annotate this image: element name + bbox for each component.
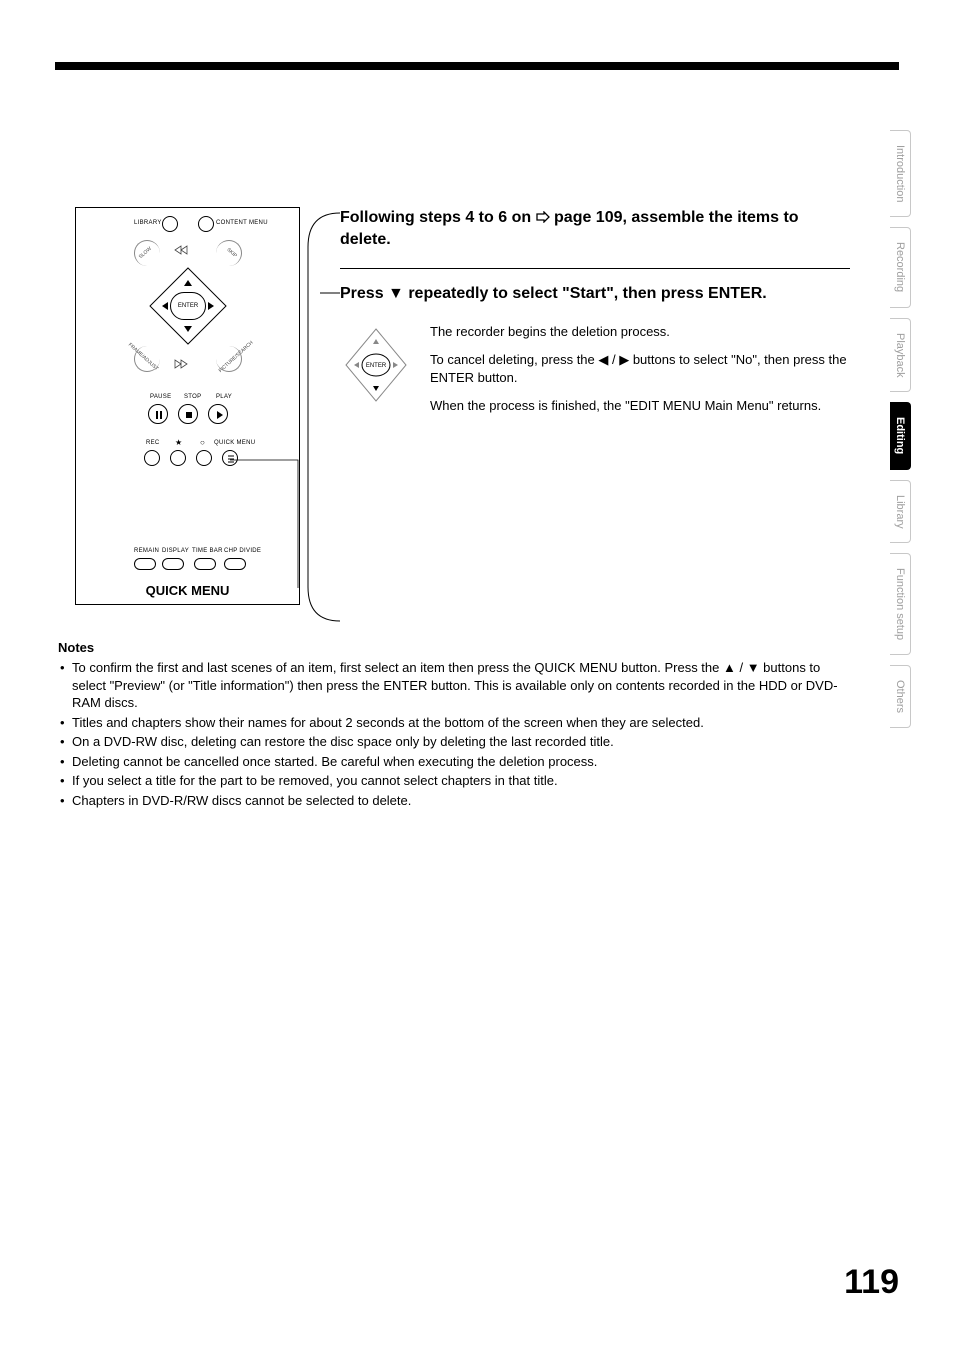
- notes-heading: Notes: [58, 640, 854, 655]
- arc-icon: [134, 346, 160, 372]
- button-play: [208, 404, 228, 424]
- note-item: Titles and chapters show their names for…: [58, 714, 854, 732]
- tab-playback: Playback: [890, 318, 911, 393]
- label-timebar: TIME BAR: [192, 548, 223, 554]
- arc-icon: [216, 346, 242, 372]
- side-tabs: Introduction Recording Playback Editing …: [890, 130, 914, 738]
- button-enter: ENTER: [170, 292, 206, 320]
- button-rec: [144, 450, 160, 466]
- note-item: On a DVD-RW disc, deleting can restore t…: [58, 733, 854, 751]
- remote-illustration: LIBRARY CONTENT MENU SLOW SKIP FRAME/ADJ…: [75, 207, 300, 605]
- step-1-heading: Following steps 4 to 6 on page 109, asse…: [340, 207, 850, 250]
- note-item: Deleting cannot be cancelled once starte…: [58, 753, 854, 771]
- step-2-body: The recorder begins the deletion process…: [430, 323, 850, 426]
- tab-function-setup: Function setup: [890, 553, 911, 655]
- note-item: To confirm the first and last scenes of …: [58, 659, 854, 712]
- circle-icon: ○: [200, 438, 205, 447]
- label-remain: REMAIN: [134, 548, 159, 554]
- button-library: [162, 216, 178, 232]
- skip-fwd-icon: [174, 358, 202, 370]
- header-bar: [55, 62, 899, 70]
- tab-recording: Recording: [890, 227, 911, 307]
- tab-introduction: Introduction: [890, 130, 911, 217]
- divider: [340, 268, 850, 269]
- tab-others: Others: [890, 665, 911, 728]
- label-rec: REC: [146, 440, 160, 446]
- button-remain: [134, 558, 156, 570]
- button-stop: [178, 404, 198, 424]
- label-stop: STOP: [184, 394, 201, 400]
- note-item: If you select a title for the part to be…: [58, 772, 854, 790]
- notes-list: To confirm the first and last scenes of …: [58, 659, 854, 809]
- skip-back-icon: [174, 244, 202, 256]
- button-pause: [148, 404, 168, 424]
- tab-editing: Editing: [890, 402, 911, 469]
- svg-text:ENTER: ENTER: [366, 363, 387, 369]
- label-library: LIBRARY: [134, 220, 162, 226]
- instruction-block: Following steps 4 to 6 on page 109, asse…: [340, 207, 850, 426]
- page-ref-arrow-icon: [536, 208, 550, 220]
- page-number: 119: [844, 1263, 899, 1302]
- body-line-3: When the process is finished, the "EDIT …: [430, 397, 850, 415]
- button-star: [170, 450, 186, 466]
- leader-line: [230, 460, 310, 600]
- body-line-2: To cancel deleting, press the ◀ / ▶ butt…: [430, 351, 850, 387]
- manual-page: Introduction Recording Playback Editing …: [0, 0, 954, 1350]
- arc-icon: [216, 240, 242, 266]
- mini-dpad-icon: ENTER: [340, 323, 412, 426]
- label-display: DISPLAY: [162, 548, 189, 554]
- label-quick-menu: QUICK MENU: [214, 440, 255, 446]
- button-circle: [196, 450, 212, 466]
- step-2-heading: Press ▼ repeatedly to select "Start", th…: [340, 283, 850, 305]
- tab-library: Library: [890, 480, 911, 544]
- button-timebar: [194, 558, 216, 570]
- label-play: PLAY: [216, 394, 232, 400]
- button-display: [162, 558, 184, 570]
- star-icon: ★: [175, 438, 182, 447]
- body-line-1: The recorder begins the deletion process…: [430, 323, 850, 341]
- note-item: Chapters in DVD-R/RW discs cannot be sel…: [58, 792, 854, 810]
- step-connector-icon: [300, 207, 340, 627]
- notes-section: Notes To confirm the first and last scen…: [58, 640, 854, 811]
- step-1a: Following steps 4 to 6 on: [340, 209, 536, 226]
- label-pause: PAUSE: [150, 394, 171, 400]
- arc-icon: [134, 240, 160, 266]
- label-content-menu: CONTENT MENU: [216, 220, 268, 226]
- button-content-menu: [198, 216, 214, 232]
